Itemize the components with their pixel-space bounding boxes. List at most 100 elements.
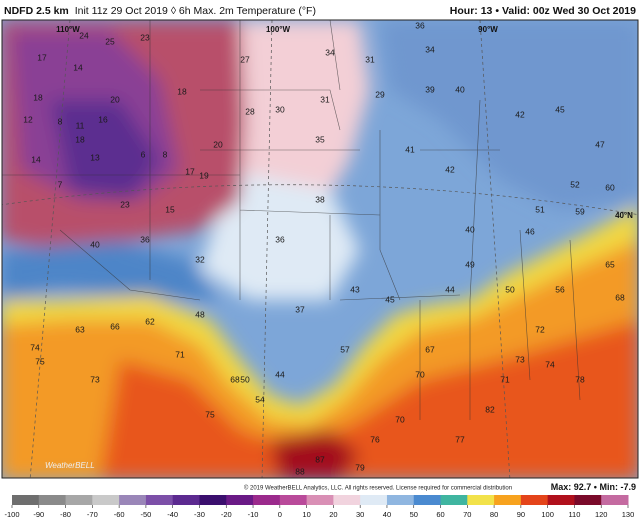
- colorbar-label: 120: [595, 510, 608, 519]
- station-value: 28: [245, 106, 255, 116]
- station-value: 30: [275, 104, 285, 114]
- grid-label: 110°W: [56, 25, 80, 34]
- station-value: 50: [505, 284, 515, 294]
- station-value: 79: [355, 462, 365, 472]
- station-value: 18: [75, 134, 85, 144]
- colorbar-segment: [145, 495, 174, 505]
- station-value: 57: [340, 344, 350, 354]
- colorbar-label: -10: [248, 510, 259, 519]
- station-value: 46: [525, 226, 535, 236]
- max-value: 92.7: [574, 482, 592, 492]
- station-value: 7: [58, 179, 63, 189]
- station-value: 74: [545, 359, 555, 369]
- station-value: 20: [110, 94, 120, 104]
- station-value: 43: [350, 284, 360, 294]
- state-lines: [2, 20, 581, 420]
- colorbar-label: -40: [167, 510, 178, 519]
- station-value: 25: [105, 36, 115, 46]
- logo: WeatherBELL: [45, 461, 95, 470]
- station-value: 40: [455, 84, 465, 94]
- station-value: 40: [90, 239, 100, 249]
- colorbar-label: -70: [87, 510, 98, 519]
- max-label: Max:: [551, 482, 572, 492]
- station-value: 66: [110, 321, 120, 331]
- station-value: 34: [325, 47, 335, 57]
- station-value: 8: [58, 116, 63, 126]
- description: Init 11z 29 Oct 2019 ◊ 6h Max. 2m Temper…: [75, 5, 316, 17]
- colorbar-segment: [306, 495, 334, 505]
- colorbar-segment: [440, 495, 468, 505]
- station-value: 45: [385, 294, 395, 304]
- colorbar-segment: [520, 495, 549, 505]
- station-value: 75: [35, 356, 45, 366]
- colorbar-label: 60: [436, 510, 444, 519]
- colorbar-label: 40: [383, 510, 391, 519]
- station-value: 42: [445, 164, 455, 174]
- station-value: 42: [515, 109, 525, 119]
- min-label: Min:: [599, 482, 618, 492]
- colorbar-segment: [467, 495, 495, 505]
- colorbar-segment: [386, 495, 415, 505]
- station-value: 73: [90, 374, 100, 384]
- colorbar-label: 80: [490, 510, 498, 519]
- colorbar-label: 90: [517, 510, 525, 519]
- hour: 13: [481, 5, 493, 17]
- station-value: 41: [405, 144, 415, 154]
- station-value: 37: [295, 304, 305, 314]
- colorbar-label: -80: [60, 510, 71, 519]
- field-blue-sw: [2, 240, 220, 300]
- colorbar-label: 20: [329, 510, 337, 519]
- station-value: 77: [455, 434, 465, 444]
- station-value: 23: [120, 199, 130, 209]
- station-value: 39: [425, 84, 435, 94]
- station-value: 17: [37, 52, 47, 62]
- station-value: 71: [175, 349, 185, 359]
- station-value: 78: [575, 374, 585, 384]
- station-value: 70: [395, 414, 405, 424]
- valid: 00z Wed 30 Oct 2019: [533, 5, 636, 17]
- colorbar-label: 70: [463, 510, 471, 519]
- station-value: 27: [240, 54, 250, 64]
- separator: •: [594, 482, 597, 492]
- station-value: 44: [275, 369, 285, 379]
- hour-label: Hour:: [450, 5, 478, 17]
- station-value: 60: [605, 182, 615, 192]
- station-value: 23: [140, 32, 150, 42]
- colorbar-segment: [172, 495, 200, 505]
- colorbar-segment: [119, 495, 147, 505]
- colorbar-segment: [360, 495, 388, 505]
- colorbar-label: 10: [302, 510, 310, 519]
- station-value: 35: [315, 134, 325, 144]
- colorbar-segment: [199, 495, 227, 505]
- station-value: 45: [555, 104, 565, 114]
- station-value: 17: [185, 166, 195, 176]
- station-value: 18: [33, 92, 43, 102]
- colorbar-segment: [253, 495, 281, 505]
- station-value: 71: [500, 374, 510, 384]
- colorbar-label: -90: [33, 510, 44, 519]
- station-value: 34: [425, 44, 435, 54]
- station-value: 44: [445, 284, 455, 294]
- station-value: 36: [415, 20, 425, 30]
- colorbar-segment: [38, 495, 67, 505]
- station-value: 68: [615, 292, 625, 302]
- colorbar-segment: [413, 495, 442, 505]
- valid-label: Valid:: [502, 5, 530, 17]
- station-value: 31: [365, 54, 375, 64]
- station-value: 75: [205, 409, 215, 419]
- station-value: 56: [555, 284, 565, 294]
- station-value: 72: [535, 324, 545, 334]
- colorbar-segment: [226, 495, 254, 505]
- station-value: 82: [485, 404, 495, 414]
- station-value: 29: [375, 89, 385, 99]
- colorbar-segment: [547, 495, 575, 505]
- min-value: -7.9: [620, 482, 636, 492]
- colorbar-label: -50: [140, 510, 151, 519]
- station-value: 62: [145, 316, 155, 326]
- copyright: © 2019 WeatherBELL Analytics, LLC. All r…: [244, 485, 512, 492]
- colorbar-label: -20: [221, 510, 232, 519]
- station-value: 24: [79, 30, 89, 40]
- station-value: 14: [31, 154, 41, 164]
- grid-label: 40°N: [615, 211, 633, 220]
- station-value: 54: [255, 394, 265, 404]
